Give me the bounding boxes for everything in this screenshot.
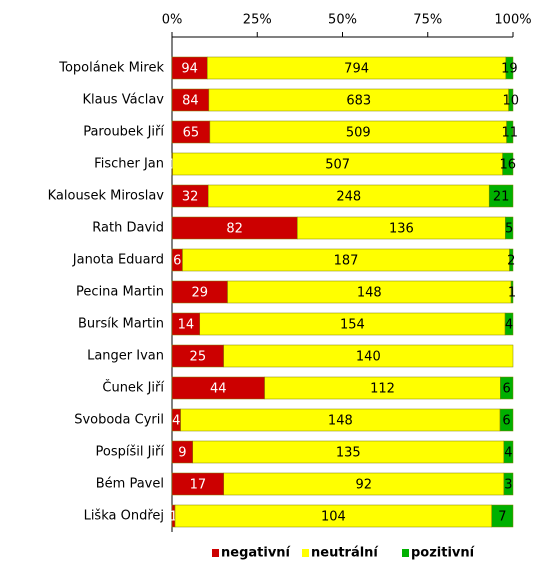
data-label: 1 (508, 286, 516, 301)
data-label: 17 (190, 478, 207, 493)
bar-segment (503, 440, 514, 464)
legend-swatch (212, 549, 219, 557)
data-label: 6 (173, 254, 181, 269)
bar-segment (510, 280, 514, 304)
data-label: 4 (172, 414, 180, 429)
data-label: 4 (504, 446, 512, 461)
legend-swatch (402, 549, 409, 557)
data-label: 6 (503, 382, 511, 397)
data-label: 65 (183, 126, 200, 141)
data-label: 154 (340, 318, 365, 333)
data-label: 82 (226, 222, 243, 237)
data-label: 92 (356, 478, 373, 493)
data-label: 1 (168, 158, 176, 173)
data-label: 104 (321, 510, 346, 525)
bar-segment (488, 184, 514, 208)
y-tick-label: Janota Eduard (72, 253, 164, 268)
legend-label: neutrální (311, 546, 379, 561)
data-label: 136 (389, 222, 414, 237)
data-label: 112 (370, 382, 395, 397)
data-label: 6 (502, 414, 510, 429)
data-label: 9 (178, 446, 186, 461)
data-label: 148 (328, 414, 353, 429)
y-tick-label: Paroubek Jiří (83, 125, 164, 140)
data-label: 21 (493, 190, 510, 205)
y-tick-label: Pospíšil Jiří (96, 445, 165, 460)
bar-segment (506, 120, 514, 144)
y-tick-label: Čunek Jiří (102, 380, 164, 396)
y-tick-label: Langer Ivan (87, 349, 164, 364)
legend-swatch (302, 549, 309, 557)
bar-segment (502, 152, 514, 176)
bar-segment (500, 376, 514, 400)
data-label: 5 (505, 222, 513, 237)
y-tick-label: Liška Ondřej (84, 509, 164, 524)
x-tick-label: 50% (328, 13, 357, 28)
bar-segment (505, 56, 514, 80)
y-tick-label: Fischer Jan (94, 157, 164, 172)
x-tick-label: 75% (413, 13, 442, 28)
data-label: 7 (498, 510, 506, 525)
data-label: 507 (325, 158, 350, 173)
data-label: 683 (346, 94, 371, 109)
bar-segment (503, 472, 514, 496)
data-label: 11 (502, 126, 519, 141)
data-label: 4 (505, 318, 513, 333)
legend-label: pozitivní (411, 546, 476, 561)
bar-segment (499, 408, 514, 432)
data-label: 3 (504, 478, 512, 493)
data-label: 148 (357, 286, 382, 301)
data-label: 14 (178, 318, 195, 333)
data-label: 140 (356, 350, 381, 365)
bar-segment (504, 312, 514, 336)
y-tick-label: Pecina Martin (76, 285, 164, 300)
data-label: 94 (181, 62, 198, 77)
data-label: 1 (169, 510, 177, 525)
data-label: 135 (336, 446, 361, 461)
data-label: 19 (501, 62, 518, 77)
y-tick-label: Bursík Martin (78, 317, 164, 332)
data-label: 509 (346, 126, 371, 141)
data-label: 248 (336, 190, 361, 205)
data-label: 10 (503, 94, 520, 109)
data-label: 29 (192, 286, 209, 301)
y-tick-label: Bém Pavel (96, 477, 164, 492)
y-tick-label: Svoboda Cyril (74, 413, 164, 428)
bar-segment (223, 344, 514, 368)
bar-segment (508, 88, 514, 112)
x-tick-label: 100% (494, 13, 531, 28)
data-label: 794 (344, 62, 369, 77)
y-tick-label: Rath David (92, 221, 164, 236)
data-label: 187 (334, 254, 359, 269)
y-tick-label: Klaus Václav (82, 93, 164, 108)
bar-segment (491, 504, 514, 528)
data-label: 84 (182, 94, 199, 109)
y-tick-label: Topolánek Mirek (58, 61, 164, 76)
data-label: 2 (507, 254, 515, 269)
bar-segment (505, 216, 514, 240)
x-tick-label: 25% (243, 13, 272, 28)
data-label: 32 (182, 190, 199, 205)
bar-segment (509, 248, 514, 272)
y-tick-label: Kalousek Miroslav (48, 189, 165, 204)
x-tick-label: 0% (162, 13, 183, 28)
data-label: 44 (210, 382, 227, 397)
legend-label: negativní (221, 546, 292, 561)
data-label: 16 (500, 158, 517, 173)
data-label: 25 (190, 350, 207, 365)
